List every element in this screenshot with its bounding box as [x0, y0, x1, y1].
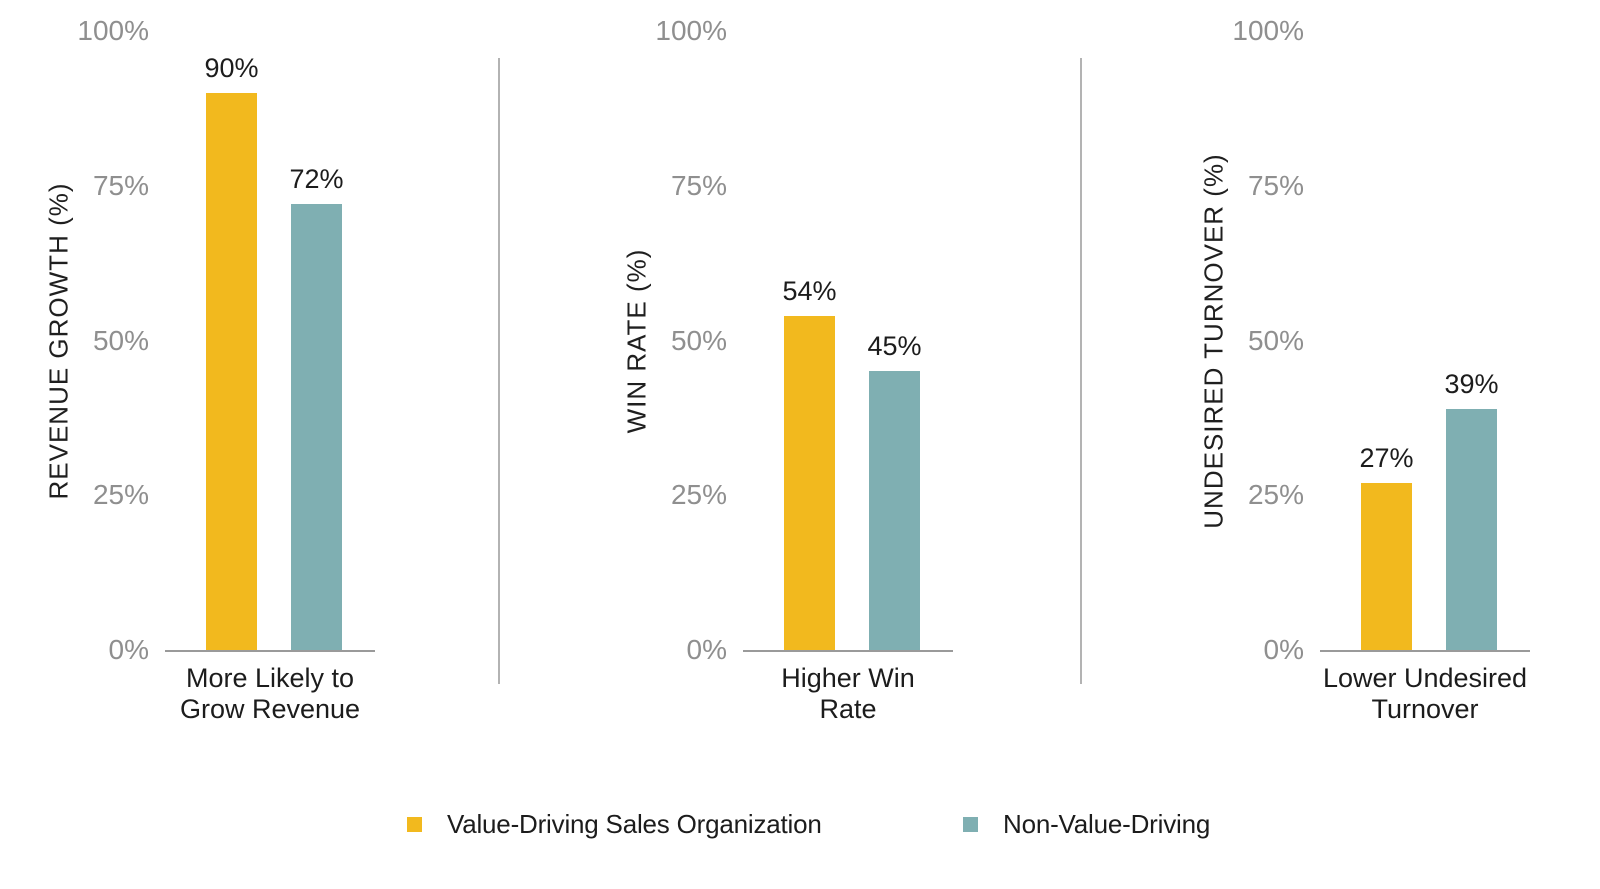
x-label-line-2: Rate: [819, 694, 877, 724]
x-axis-category-label: More Likely to Grow Revenue: [180, 663, 360, 725]
y-tick-0: 0%: [108, 634, 149, 665]
x-label-line-2: Grow Revenue: [179, 694, 361, 724]
x-axis-line: [1320, 650, 1530, 652]
y-axis-title: UNDESIRED TURNOVER (%): [1198, 152, 1229, 529]
y-tick-0: 0%: [1263, 634, 1304, 665]
y-tick-50: 50%: [1247, 324, 1304, 356]
y-tick-75: 75%: [670, 169, 727, 201]
bar-value-label: 90%: [204, 52, 259, 83]
legend-swatch-value-driving: [407, 816, 422, 832]
bar-value-label: 27%: [1359, 442, 1414, 473]
legend-item-non-value-driving: Non-Value-Driving: [963, 809, 1210, 839]
bar-value-label: 54%: [782, 275, 837, 306]
bar-value-label: 72%: [289, 164, 344, 195]
y-tick-100: 100%: [1232, 15, 1304, 46]
y-tick-0: 0%: [686, 634, 727, 665]
y-tick-75: 75%: [1247, 169, 1304, 201]
y-tick-100: 100%: [77, 15, 149, 46]
y-tick-50: 50%: [92, 324, 149, 356]
panel-divider: [498, 58, 500, 684]
x-axis-category-label: Higher Win Rate: [781, 663, 915, 725]
chart-panel-undesired-turnover: UNDESIRED TURNOVER (%) 0% 25% 50% 75% 10…: [1199, 15, 1530, 724]
x-axis-line: [165, 650, 375, 652]
y-tick-25: 25%: [92, 479, 149, 511]
x-label-line-1: Higher Win: [781, 663, 915, 693]
legend-swatch-non-value-driving: [963, 816, 978, 832]
x-label-line-2: Turnover: [1371, 694, 1479, 724]
y-tick-100: 100%: [655, 15, 727, 46]
bar-non-value-driving: 72%: [289, 164, 344, 650]
bar-value-label: 39%: [1444, 368, 1499, 399]
chart-panel-win-rate: WIN RATE (%) 0% 25% 50% 75% 100% 54% 45%…: [622, 15, 953, 724]
y-tick-25: 25%: [1247, 479, 1304, 511]
legend-label: Value-Driving Sales Organization: [447, 808, 822, 839]
x-label-line-1: Lower Undesired: [1322, 663, 1528, 693]
x-axis-line: [743, 650, 953, 652]
bar-non-value-driving: 39%: [1444, 369, 1499, 650]
x-label-line-1: More Likely to: [185, 663, 355, 693]
y-tick-75: 75%: [92, 169, 149, 201]
bar-value-driving-sales-org: 27%: [1359, 443, 1414, 650]
y-axis-title: WIN RATE (%): [621, 248, 652, 433]
y-tick-50: 50%: [670, 324, 727, 356]
bar-value-driving-sales-org: 90%: [204, 53, 259, 650]
legend-item-value-driving: Value-Driving Sales Organization: [407, 809, 822, 839]
panel-divider: [1080, 58, 1082, 684]
chart-panel-revenue-growth: REVENUE GROWTH (%) 0% 25% 50% 75% 100% 9…: [44, 15, 375, 724]
bar-value-driving-sales-org: 54%: [782, 276, 837, 650]
x-axis-category-label: Lower Undesired Turnover: [1323, 663, 1527, 725]
bar-value-label: 45%: [867, 331, 922, 362]
bar-non-value-driving: 45%: [867, 331, 922, 650]
y-axis-title: REVENUE GROWTH (%): [43, 182, 74, 499]
y-tick-25: 25%: [670, 479, 727, 511]
legend-label: Non-Value-Driving: [1003, 808, 1211, 839]
